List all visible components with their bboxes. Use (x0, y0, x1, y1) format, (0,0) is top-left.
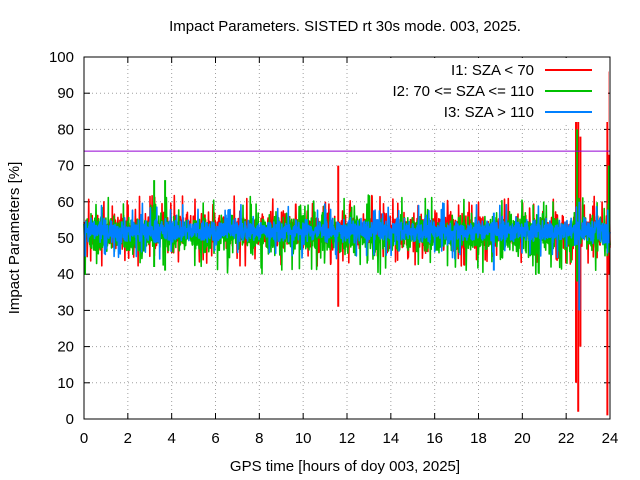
chart-title: Impact Parameters. SISTED rt 30s mode. 0… (169, 18, 521, 35)
x-tick-label: 10 (295, 430, 312, 447)
y-tick-label: 80 (57, 121, 74, 138)
x-tick-label: 22 (558, 430, 575, 447)
series-layer (83, 60, 611, 416)
x-tick-label: 0 (80, 430, 88, 447)
legend: I1: SZA < 70 I2: 70 <= SZA <= 110 I3: SZA … (360, 58, 608, 122)
x-tick-label: 14 (382, 430, 399, 447)
y-tick-label: 30 (57, 302, 74, 319)
series-3-line (83, 202, 611, 260)
legend-label-3: I3: SZA > 110 (444, 104, 534, 121)
y-tick-label: 90 (57, 85, 74, 102)
x-tick-label: 24 (602, 430, 619, 447)
x-tick-label: 2 (124, 430, 132, 447)
plot-frame (83, 56, 611, 420)
legend-label-2: I2: 70 <= SZA <= 110 (393, 83, 535, 100)
y-tick-label: 70 (57, 158, 74, 175)
x-tick-label: 20 (514, 430, 531, 447)
y-axis-title: Impact Parameters [%] (6, 162, 23, 315)
y-tick-label: 50 (57, 230, 74, 247)
x-tick-label: 16 (426, 430, 443, 447)
x-tick-label: 18 (470, 430, 487, 447)
x-tick-label: 4 (167, 430, 175, 447)
x-tick-label: 8 (255, 430, 263, 447)
x-tick-label: 12 (339, 430, 356, 447)
legend-label-1: I1: SZA < 70 (451, 62, 534, 79)
y-tick-label: 10 (57, 375, 74, 392)
y-tick-label: 40 (57, 266, 74, 283)
y-tick-label: 100 (49, 49, 74, 66)
y-tick-label: 60 (57, 194, 74, 211)
y-tick-label: 20 (57, 339, 74, 356)
y-tick-label: 0 (66, 411, 74, 428)
x-tick-label: 6 (211, 430, 219, 447)
ticks: 0 2 4 6 8 10 12 14 16 18 20 22 240102030405060708090… (49, 49, 618, 447)
x-axis-title: GPS time [hours of doy 003, 2025] (230, 458, 460, 475)
